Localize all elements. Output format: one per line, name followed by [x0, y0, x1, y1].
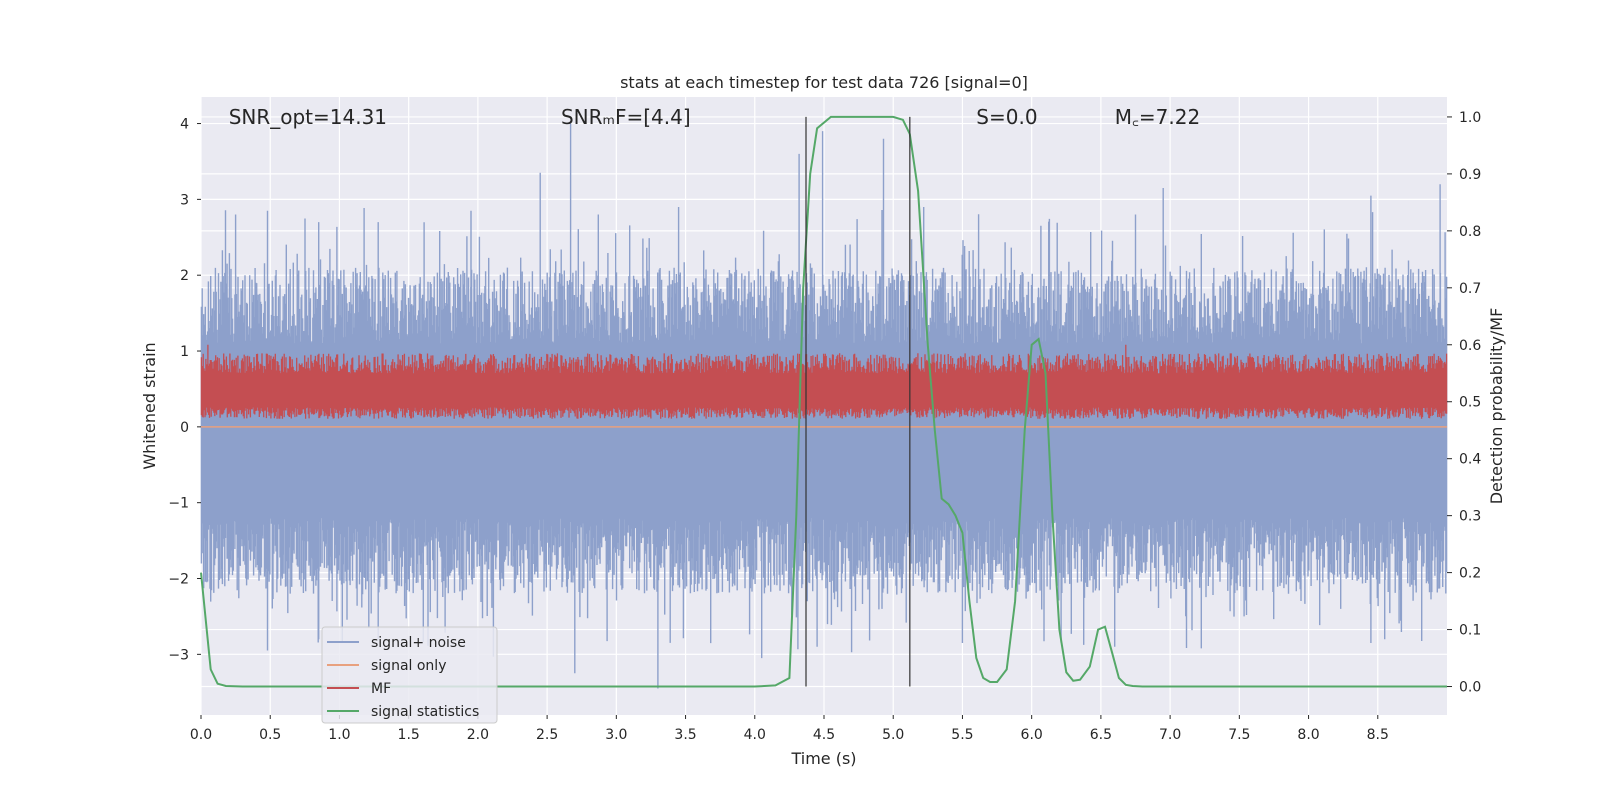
x-axis-label: Time (s): [790, 749, 856, 768]
y-left-tick-label: 0: [180, 420, 189, 436]
x-tick-label: 0.5: [259, 727, 281, 743]
vertical-markers: [805, 116, 911, 687]
y-right-tick-label: 1.0: [1459, 110, 1481, 126]
legend-label: signal+ noise: [371, 635, 466, 651]
y-right-tick-label: 0.3: [1459, 509, 1481, 525]
signal-statistics-series: [200, 115, 1447, 688]
annotations: SNR_opt=14.31 SNRₘF=[4.4] S=0.0 M꜀=7.22: [229, 105, 1201, 129]
y-right-tick-label: 0.8: [1459, 224, 1481, 240]
x-tick-label: 4.5: [813, 727, 835, 743]
x-tick-label: 3.0: [605, 727, 627, 743]
y-axis-label-left: Whitened strain: [140, 342, 159, 469]
axis-ticks: 0.0 0.5 1.0 1.5 2.0 2.5 3.0 3.5 4.0 4.5 5.0 5.5 6.0 6…: [168, 110, 1481, 743]
mf-trace: [200, 344, 1448, 419]
y-left-tick-label: 4: [180, 117, 189, 133]
y-left-tick-label: 2: [180, 268, 189, 284]
y-right-tick-label: 0.5: [1459, 395, 1481, 411]
legend: signal+ noise signal only MF signal statist…: [321, 626, 498, 724]
x-tick-label: 0.0: [190, 727, 212, 743]
x-tick-label: 2.0: [467, 727, 489, 743]
legend-label: MF: [371, 681, 391, 697]
y-right-tick-label: 0.4: [1459, 452, 1481, 468]
mf-series: [200, 344, 1448, 419]
chart-title: stats at each timestep for test data 726…: [620, 73, 1028, 92]
annotation-snr-mf: SNRₘF=[4.4]: [561, 105, 691, 129]
y-right-tick-label: 0.2: [1459, 566, 1481, 582]
y-right-tick-label: 0.9: [1459, 167, 1481, 183]
x-tick-label: 6.5: [1090, 727, 1112, 743]
x-tick-label: 1.0: [328, 727, 350, 743]
y-left-tick-label: 1: [180, 344, 189, 360]
y-left-tick-label: −3: [168, 647, 189, 663]
x-tick-label: 7.5: [1228, 727, 1250, 743]
x-tick-label: 6.0: [1021, 727, 1043, 743]
legend-label: signal statistics: [371, 704, 479, 720]
x-tick-label: 8.5: [1367, 727, 1389, 743]
x-tick-label: 5.0: [882, 727, 904, 743]
legend-box: [321, 626, 498, 724]
x-tick-label: 5.5: [951, 727, 973, 743]
x-tick-label: 2.5: [536, 727, 558, 743]
x-tick-label: 7.0: [1159, 727, 1181, 743]
x-tick-label: 4.0: [744, 727, 766, 743]
y-left-tick-label: −1: [168, 496, 189, 512]
y-right-tick-label: 0.7: [1459, 281, 1481, 297]
y-left-tick-label: 3: [180, 192, 189, 208]
annotation-s-value: S=0.0: [976, 105, 1037, 129]
annotation-snr-opt: SNR_opt=14.31: [229, 105, 387, 129]
legend-label: signal only: [371, 658, 446, 674]
x-tick-label: 1.5: [398, 727, 420, 743]
y-axis-label-right: Detection probability/MF: [1487, 308, 1506, 505]
signal-statistics-line: [200, 115, 1447, 688]
y-right-tick-label: 0.0: [1459, 680, 1481, 696]
x-tick-label: 8.0: [1297, 727, 1319, 743]
y-right-tick-label: 0.1: [1459, 623, 1481, 639]
y-left-tick-label: −2: [168, 572, 189, 588]
annotation-mc-value: M꜀=7.22: [1115, 105, 1200, 129]
y-right-tick-label: 0.6: [1459, 338, 1481, 354]
x-tick-label: 3.5: [674, 727, 696, 743]
